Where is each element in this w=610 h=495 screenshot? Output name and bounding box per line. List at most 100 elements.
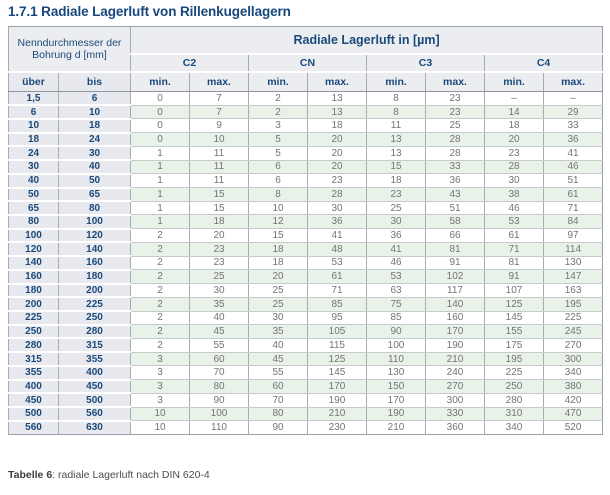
clearance-value-cell: 8	[248, 187, 308, 202]
clearance-value-cell: 1	[130, 214, 190, 230]
table-row: 560 630 10 110 90 230 210 360 340 520	[8, 420, 603, 435]
bore-to-cell: 10	[58, 105, 131, 120]
clearance-value-cell: 310	[484, 407, 544, 422]
max-header-cn: max.	[307, 71, 367, 92]
bore-to-cell: 6	[58, 91, 131, 107]
clearance-value-cell: 190	[425, 338, 485, 353]
clearance-value-cell: 38	[484, 187, 544, 202]
clearance-value-cell: 53	[307, 256, 367, 271]
col-group-header: Radiale Lagerluft in [µm]	[129, 26, 603, 55]
clearance-value-cell: 1	[130, 201, 190, 216]
clearance-value-cell: 190	[366, 407, 426, 422]
clearance-value-cell: 3	[130, 379, 190, 394]
clearance-value-cell: 20	[189, 228, 249, 243]
clearance-value-cell: 245	[542, 324, 603, 339]
clearance-value-cell: 2	[248, 91, 308, 106]
bore-over-cell: 120	[8, 242, 59, 258]
clearance-value-cell: 14	[484, 105, 544, 120]
clearance-value-cell: 13	[366, 132, 426, 147]
clearance-value-cell: 23	[307, 173, 367, 189]
clearance-value-cell: 81	[425, 242, 485, 257]
clearance-value-cell: 23	[425, 105, 485, 120]
clearance-value-cell: 25	[425, 118, 485, 134]
clearance-value-cell: 2	[130, 269, 190, 285]
clearance-value-cell: 70	[189, 365, 249, 381]
bore-to-cell: 400	[58, 365, 131, 381]
table-row: 200 225 2 35 25 85 75 140 125 195	[8, 297, 603, 312]
clearance-value-cell: 3	[248, 118, 308, 134]
clearance-value-cell: 2	[130, 311, 190, 326]
bore-to-cell: 24	[58, 132, 131, 148]
clearance-value-cell: 30	[307, 201, 367, 216]
clearance-value-cell: 420	[542, 393, 603, 408]
clearance-value-cell: 23	[484, 146, 544, 161]
clearance-value-cell: 155	[484, 324, 544, 339]
bore-to-cell: 630	[58, 420, 131, 435]
clearance-value-cell: 130	[366, 365, 426, 381]
clearance-value-cell: 91	[484, 269, 544, 285]
clearance-value-cell: 30	[484, 173, 544, 189]
clearance-value-cell: 147	[542, 269, 603, 285]
clearance-value-cell: 2	[130, 283, 190, 298]
clearance-value-cell: 61	[307, 269, 367, 285]
clearance-value-cell: 18	[248, 242, 308, 257]
min-header-c4: min.	[484, 71, 544, 92]
clearance-value-cell: 0	[130, 118, 190, 134]
table-row: 450 500 3 90 70 190 170 300 280 420	[8, 393, 603, 409]
bore-to-cell: 18	[58, 118, 131, 134]
table-row: 10 18 0 9 3 18 11 25 18 33	[8, 118, 603, 134]
table-row: 160 180 2 25 20 61 53 102 91 147	[8, 269, 603, 285]
clearance-value-cell: 3	[130, 365, 190, 381]
bore-over-cell: 18	[8, 132, 59, 148]
table-row: 225 250 2 40 30 95 85 160 145 225	[8, 311, 603, 326]
clearance-class-header-row: C2 CN C3 C4	[9, 53, 603, 73]
bore-over-cell: 250	[8, 324, 59, 340]
clearance-value-cell: 18	[189, 214, 249, 230]
clearance-value-cell: 46	[484, 201, 544, 216]
clearance-value-cell: 15	[248, 228, 308, 243]
bore-to-cell: 30	[58, 146, 131, 162]
clearance-value-cell: 40	[248, 338, 308, 353]
clearance-value-cell: 210	[307, 407, 367, 422]
clearance-value-cell: 270	[542, 338, 603, 353]
bore-over-cell: 315	[8, 352, 59, 367]
clearance-value-cell: 250	[484, 379, 544, 394]
clearance-value-cell: 18	[484, 118, 544, 134]
caption-label: Tabelle 6	[8, 469, 53, 481]
bore-over-cell: 50	[8, 187, 59, 203]
clearance-value-cell: 25	[248, 283, 308, 298]
max-header-c2: max.	[189, 71, 249, 92]
bore-over-cell: 200	[8, 297, 59, 312]
clearance-value-cell: 115	[307, 338, 367, 353]
clearance-value-cell: 25	[248, 297, 308, 312]
bore-to-cell: 250	[58, 311, 131, 326]
clearance-value-cell: 33	[425, 160, 485, 175]
clearance-value-cell: 55	[248, 365, 308, 381]
bore-to-cell: 280	[58, 324, 131, 340]
clearance-value-cell: 23	[366, 187, 426, 202]
table-row: 180 200 2 30 25 71 63 117 107 163	[8, 283, 603, 299]
table-row: 65 80 1 15 10 30 25 51 46 71	[8, 201, 603, 216]
table-row: 80 100 1 18 12 36 30 58 53 84	[8, 214, 603, 230]
clearance-value-cell: 36	[366, 228, 426, 243]
clearance-value-cell: 10	[130, 420, 190, 435]
clearance-value-cell: 41	[542, 146, 603, 161]
clearance-value-cell: 81	[484, 256, 544, 271]
bore-over-cell: 65	[8, 201, 59, 216]
clearance-value-cell: 28	[425, 132, 485, 147]
clearance-value-cell: 11	[189, 146, 249, 161]
clearance-value-cell: 28	[484, 160, 544, 175]
table-row: 50 65 1 15 8 28 23 43 38 61	[8, 187, 603, 203]
table-row: 280 315 2 55 40 115 100 190 175 270	[8, 338, 603, 354]
clearance-value-cell: 2	[130, 324, 190, 339]
clearance-value-cell: 11	[189, 173, 249, 189]
clearance-value-cell: 230	[307, 420, 367, 435]
table-row: 120 140 2 23 18 48 41 81 71 114	[8, 242, 603, 258]
clearance-value-cell: 71	[484, 242, 544, 257]
clearance-value-cell: 23	[189, 242, 249, 257]
clearance-value-cell: 51	[542, 173, 603, 189]
table-row: 500 560 10 100 80 210 190 330 310 470	[8, 407, 603, 422]
clearance-value-cell: 10	[189, 132, 249, 147]
bore-to-cell: 120	[58, 228, 131, 244]
